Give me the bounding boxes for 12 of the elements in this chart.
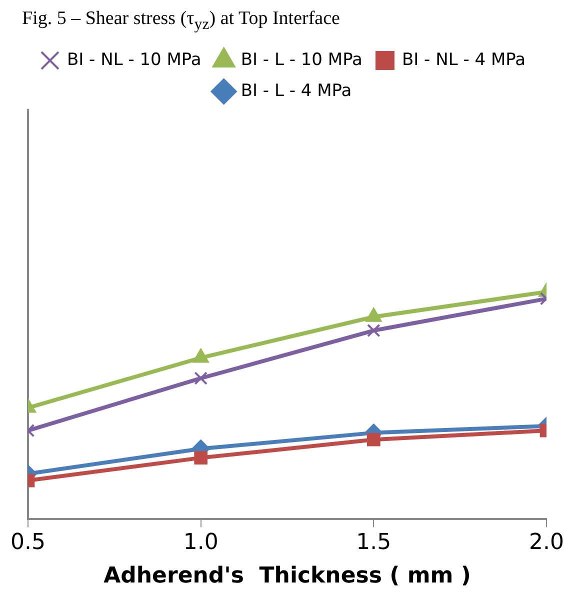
x-tick-label: 1.5: [356, 530, 392, 556]
legend-label: BI - L - 10 MPa: [240, 50, 362, 70]
point: [366, 308, 382, 322]
legend-label: BI - NL - 4 MPa: [402, 50, 526, 70]
x-tick-label: 1.0: [183, 530, 218, 556]
x-axis-title: Adherend's Thickness ( mm ): [104, 564, 471, 589]
chart-title: Fig. 5 – Shear stress (τ$_{yz}$) at Top Interface: [21, 7, 341, 35]
legend-label: BI - NL - 10 MPa: [66, 50, 202, 70]
x-tick-label: 2.0: [529, 530, 564, 556]
point: [192, 348, 209, 363]
x-tick-label: 0.5: [10, 530, 46, 556]
legend-label: BI - L - 4 MPa: [240, 80, 352, 101]
